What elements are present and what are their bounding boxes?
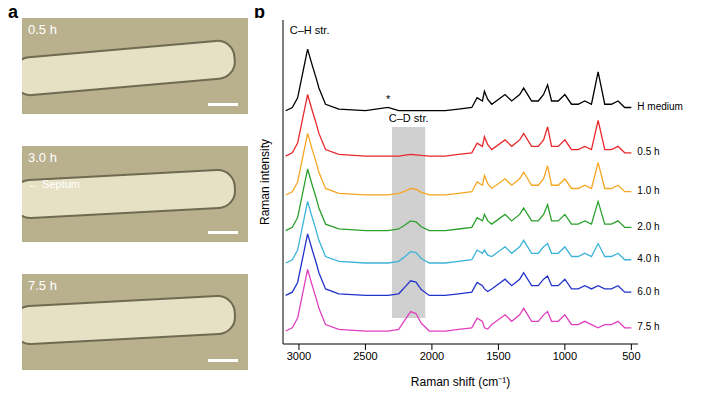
svg-text:*: * <box>386 93 391 105</box>
svg-text:2.0 h: 2.0 h <box>637 221 659 232</box>
html-text:b: b <box>254 2 265 22</box>
svg-text:1500: 1500 <box>486 350 510 362</box>
svg-text:1.0 h: 1.0 h <box>637 185 659 196</box>
svg-text:3000: 3000 <box>287 350 311 362</box>
svg-text:2000: 2000 <box>420 350 444 362</box>
svg-text:C–H str.: C–H str. <box>290 24 330 36</box>
svg-text:500: 500 <box>622 350 640 362</box>
svg-text:4.0 h: 4.0 h <box>637 253 659 264</box>
svg-text:C–D str.: C–D str. <box>389 112 429 124</box>
svg-text:1000: 1000 <box>553 350 577 362</box>
svg-text:7.5 h: 7.5 h <box>637 321 659 332</box>
html-text:7.5 h: 7.5 h <box>28 278 57 293</box>
html-text:0.5 h: 0.5 h <box>28 22 57 37</box>
svg-text:0.5 h: 0.5 h <box>637 146 659 157</box>
svg-text:6.0 h: 6.0 h <box>637 286 659 297</box>
html-text:a: a <box>8 2 18 22</box>
svg-text:Raman intensity: Raman intensity <box>258 139 272 225</box>
html-text:3.0 h: 3.0 h <box>28 150 57 165</box>
svg-text:Raman shift (cm⁻¹): Raman shift (cm⁻¹) <box>411 375 510 389</box>
svg-text:2500: 2500 <box>353 350 377 362</box>
html-text:← Septum: ← Septum <box>28 178 80 190</box>
svg-text:H medium: H medium <box>637 101 683 112</box>
